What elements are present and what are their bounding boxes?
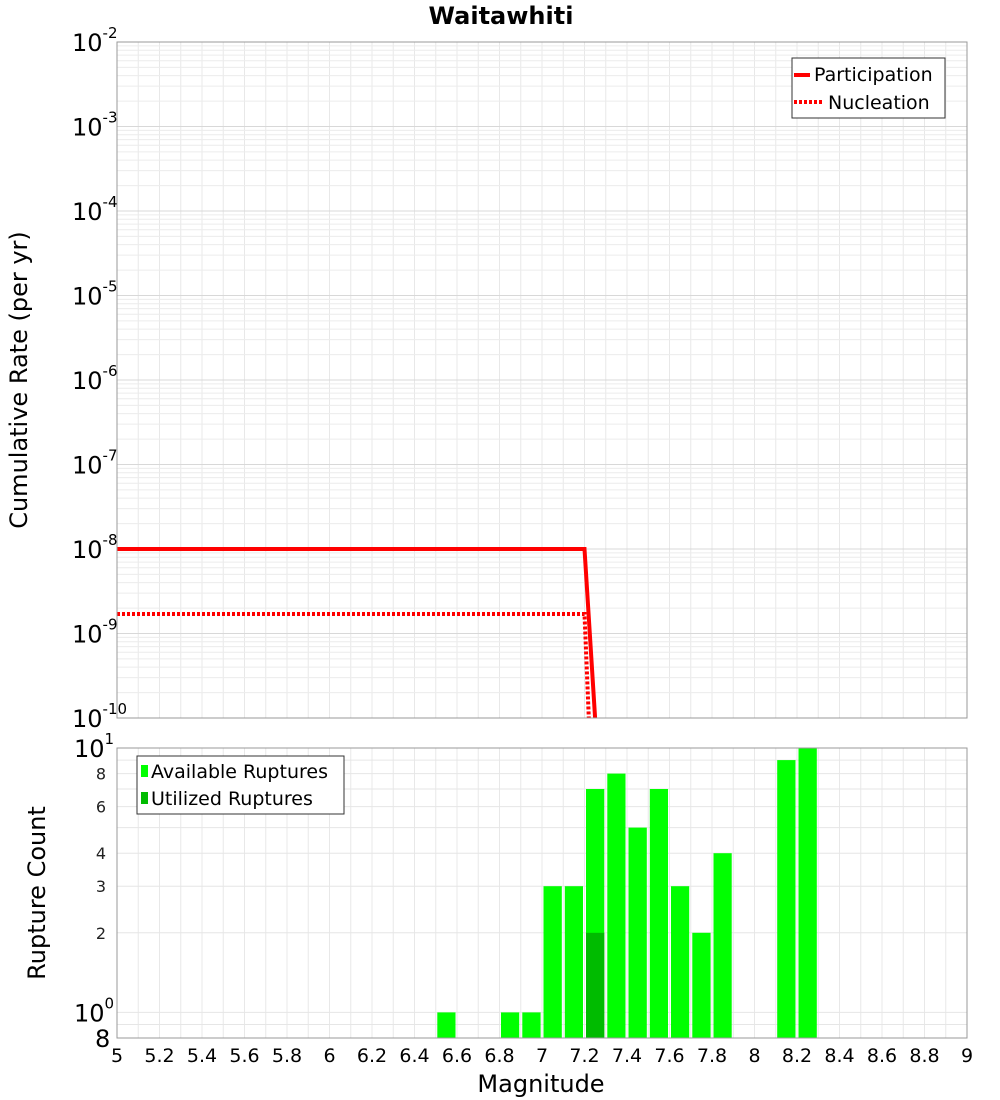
series-line-participation xyxy=(117,547,598,719)
x-tick-label: 5.8 xyxy=(272,1045,302,1067)
bar-available xyxy=(798,748,817,1038)
x-ticks: 5 5.2 5.4 5.6 5.8 6 6.2 6.4 6.6 6.8 7 7.2 7.4 7.6 7.8 8… xyxy=(111,1045,973,1067)
x-tick-label: 5.4 xyxy=(187,1045,217,1067)
series-line-nucleation xyxy=(117,612,591,719)
bottom-y-tick-label: 6 xyxy=(96,798,106,817)
bar-available xyxy=(564,886,583,1038)
x-axis-label: Magnitude xyxy=(477,1070,604,1098)
top-y-tick-label: 10-10 xyxy=(72,700,127,733)
bottom-y-axis-label: Rupture Count xyxy=(23,806,51,980)
x-tick-label: 6.4 xyxy=(399,1045,429,1067)
bar-available xyxy=(628,827,647,1038)
x-tick-label: 5.6 xyxy=(229,1045,259,1067)
bar-available xyxy=(671,886,690,1038)
legend-nucleation-label: Nucleation xyxy=(828,92,930,114)
x-tick-label: 6 xyxy=(323,1045,335,1067)
top-y-ticks: 10-2 10-3 10-4 10-5 10-6 10-7 10-8 10-9 10-10 xyxy=(72,24,127,733)
x-tick-label: 7.4 xyxy=(612,1045,642,1067)
top-plot-frame xyxy=(116,41,968,719)
bar-available xyxy=(713,853,732,1038)
bottom-y-tick-label: 3 xyxy=(96,877,106,896)
top-y-tick-label: 10-7 xyxy=(72,447,118,480)
bar-utilized xyxy=(586,932,605,1038)
bar-available xyxy=(777,760,796,1038)
x-tick-label: 8.8 xyxy=(909,1045,939,1067)
x-tick-label: 6.6 xyxy=(442,1045,472,1067)
bar-available xyxy=(692,932,711,1038)
top-legend-box xyxy=(791,57,946,119)
bottom-legend: Available Ruptures Utilized Ruptures xyxy=(136,755,345,815)
x-tick-label: 7.8 xyxy=(697,1045,727,1067)
bars xyxy=(437,748,817,1038)
x-tick-label: 8 xyxy=(748,1045,760,1067)
x-tick-label: 8.6 xyxy=(867,1045,897,1067)
top-grid xyxy=(116,42,968,719)
legend-available-swatch xyxy=(141,765,148,777)
top-y-tick-label: 10-6 xyxy=(72,362,118,395)
legend-participation-label: Participation xyxy=(814,64,933,86)
bottom-y-tick-label: 8 xyxy=(96,765,106,784)
bottom-y-tick-label: 2 xyxy=(96,924,106,943)
x-tick-label: 5 xyxy=(111,1045,123,1067)
bar-available xyxy=(501,1012,520,1038)
bottom-y-tick-label: 100 xyxy=(74,994,114,1027)
legend-available-label: Available Ruptures xyxy=(151,761,328,783)
chart-title: Waitawhiti xyxy=(429,2,574,30)
top-y-tick-label: 10-8 xyxy=(72,531,118,564)
bar-available xyxy=(522,1012,541,1038)
x-tick-label: 9 xyxy=(961,1045,973,1067)
bar-available xyxy=(607,773,626,1038)
bar-available xyxy=(649,789,668,1038)
x-tick-label: 6.2 xyxy=(357,1045,387,1067)
legend-utilized-label: Utilized Ruptures xyxy=(151,788,313,810)
x-tick-label: 7.2 xyxy=(569,1045,599,1067)
top-y-tick-label: 10-4 xyxy=(72,193,118,226)
legend-utilized-swatch xyxy=(141,792,148,804)
bottom-y-tick-label: 8 xyxy=(95,1025,110,1053)
lines xyxy=(117,547,598,719)
x-tick-label: 7 xyxy=(536,1045,548,1067)
top-y-tick-label: 10-3 xyxy=(72,109,118,142)
top-y-axis-label: Cumulative Rate (per yr) xyxy=(5,231,33,529)
bottom-y-tick-label: 101 xyxy=(74,730,114,763)
top-y-tick-label: 10-9 xyxy=(72,616,118,649)
top-y-tick-label: 10-2 xyxy=(72,24,118,57)
x-tick-label: 8.4 xyxy=(824,1045,854,1067)
bar-available xyxy=(437,1012,456,1038)
bar-available xyxy=(543,886,562,1038)
x-tick-label: 6.8 xyxy=(484,1045,514,1067)
top-y-tick-label: 10-5 xyxy=(72,278,118,311)
x-tick-label: 8.2 xyxy=(782,1045,812,1067)
bottom-y-tick-label: 4 xyxy=(96,844,106,863)
bottom-legend-box xyxy=(136,755,345,815)
x-tick-label: 5.2 xyxy=(144,1045,174,1067)
x-tick-label: 7.6 xyxy=(654,1045,684,1067)
top-legend: Participation Nucleation xyxy=(791,57,946,119)
bottom-plot-frame xyxy=(116,747,968,1039)
